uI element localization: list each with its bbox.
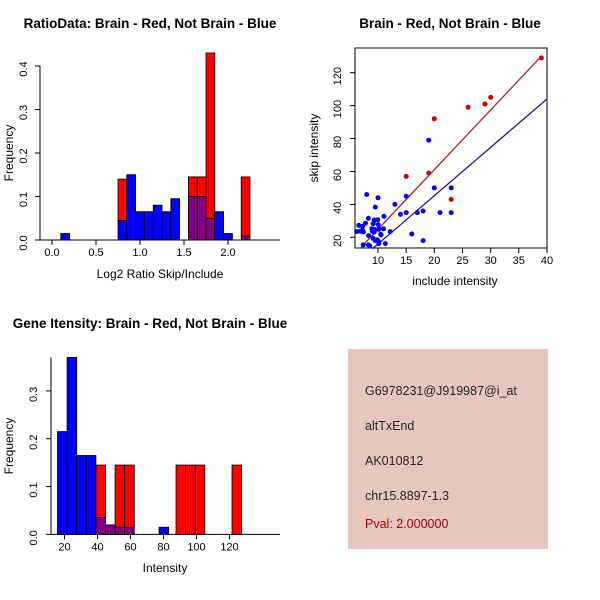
svg-text:100: 100: [187, 542, 205, 554]
svg-text:60: 60: [332, 169, 344, 181]
svg-text:G6978231@J919987@i_at: G6978231@J919987@i_at: [365, 384, 517, 398]
svg-text:20: 20: [332, 235, 344, 247]
svg-text:120: 120: [332, 67, 344, 85]
svg-text:35: 35: [513, 255, 525, 267]
svg-text:30: 30: [485, 255, 497, 267]
svg-text:60: 60: [124, 542, 136, 554]
svg-text:1.0: 1.0: [132, 247, 147, 259]
svg-text:Log2 Ratio Skip/Include: Log2 Ratio Skip/Include: [97, 267, 224, 281]
svg-text:Pval: 2.000000: Pval: 2.000000: [365, 517, 448, 531]
svg-text:20: 20: [58, 542, 70, 554]
svg-text:AK010812: AK010812: [365, 454, 423, 468]
svg-text:0.4: 0.4: [18, 61, 30, 76]
svg-text:Intensity: Intensity: [143, 561, 188, 575]
svg-text:40: 40: [541, 255, 553, 267]
svg-text:0.1: 0.1: [18, 192, 30, 207]
svg-text:0.2: 0.2: [28, 435, 40, 450]
svg-text:0.1: 0.1: [28, 482, 40, 497]
svg-text:Frequency: Frequency: [2, 125, 16, 182]
svg-text:80: 80: [332, 136, 344, 148]
svg-text:Gene Itensity: Brain - Red, No: Gene Itensity: Brain - Red, Not Brain - …: [13, 316, 288, 331]
svg-text:0.2: 0.2: [18, 148, 30, 163]
svg-text:Brain - Red, Not Brain - Blue: Brain - Red, Not Brain - Blue: [359, 16, 541, 31]
svg-text:0.0: 0.0: [28, 530, 40, 545]
svg-text:0.3: 0.3: [28, 387, 40, 402]
svg-text:25: 25: [456, 255, 468, 267]
svg-text:100: 100: [332, 100, 344, 118]
svg-text:altTxEnd: altTxEnd: [365, 419, 414, 433]
svg-text:15: 15: [400, 255, 412, 267]
svg-text:80: 80: [157, 542, 169, 554]
svg-text:Frequency: Frequency: [2, 418, 16, 475]
svg-text:20: 20: [428, 255, 440, 267]
svg-text:include intensity: include intensity: [412, 274, 497, 288]
svg-text:1.5: 1.5: [176, 247, 191, 259]
svg-text:10: 10: [372, 255, 384, 267]
svg-text:40: 40: [91, 542, 103, 554]
svg-text:RatioData: Brain - Red, Not Br: RatioData: Brain - Red, Not Brain - Blue: [24, 16, 277, 31]
svg-text:0.3: 0.3: [18, 105, 30, 120]
svg-text:0.5: 0.5: [88, 247, 103, 259]
svg-text:chr15.8897-1.3: chr15.8897-1.3: [365, 489, 449, 503]
svg-text:2.0: 2.0: [220, 247, 235, 259]
svg-text:0.0: 0.0: [44, 247, 59, 259]
svg-text:40: 40: [332, 202, 344, 214]
svg-text:120: 120: [220, 542, 238, 554]
svg-text:0.0: 0.0: [18, 235, 30, 250]
svg-text:skip intensity: skip intensity: [307, 114, 321, 183]
